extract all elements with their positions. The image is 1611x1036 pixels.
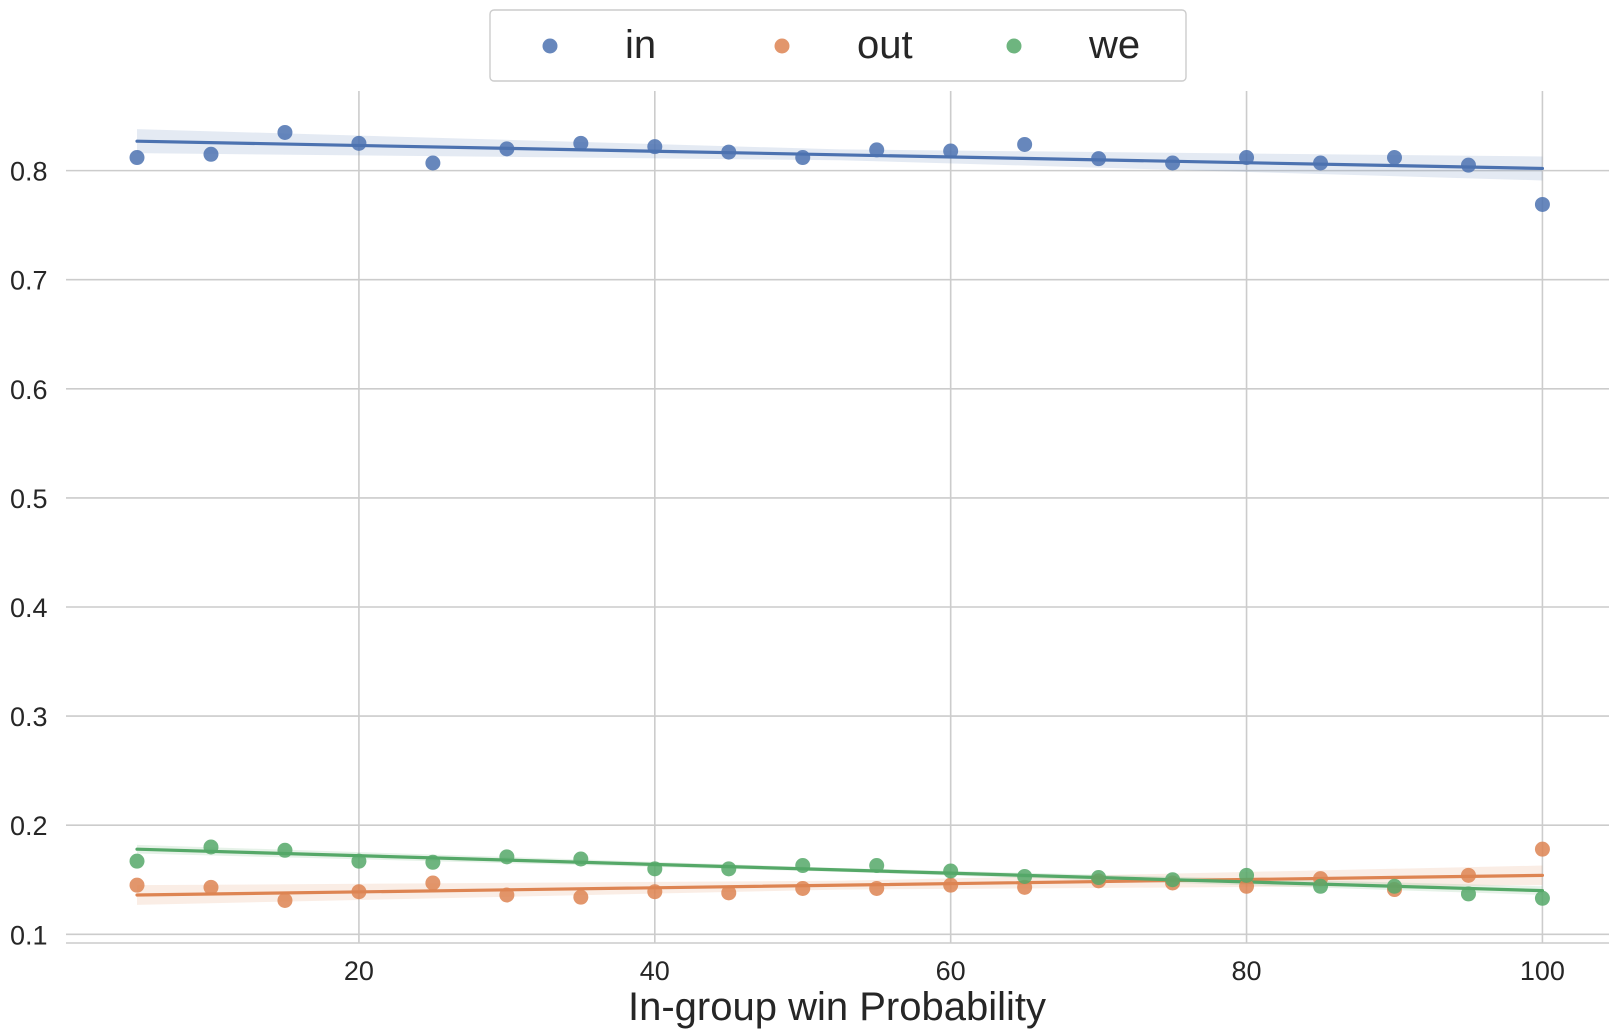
point-we: [647, 861, 663, 877]
point-out: [1534, 841, 1550, 857]
regression-lines: [135, 139, 1545, 897]
point-in: [351, 135, 367, 151]
legend-frame: [489, 9, 1187, 82]
point-we: [351, 853, 367, 869]
point-out: [351, 884, 367, 900]
point-we: [129, 853, 145, 869]
point-we: [1165, 872, 1181, 888]
y-tick-label: 0.1: [10, 920, 48, 950]
point-we: [1313, 878, 1329, 894]
legend-marker-out: [774, 38, 790, 54]
legend-label-we: we: [1088, 23, 1140, 67]
point-we: [1239, 867, 1255, 883]
point-out: [647, 884, 663, 900]
point-in: [1017, 136, 1033, 152]
y-tick-label: 0.6: [10, 375, 48, 405]
point-we: [1460, 886, 1476, 902]
point-we: [1534, 890, 1550, 906]
point-we: [795, 858, 811, 874]
point-in: [1386, 150, 1402, 166]
data-points: [129, 124, 1550, 908]
x-tick-label: 80: [1232, 956, 1262, 986]
x-tick-label: 40: [640, 956, 670, 986]
point-we: [499, 849, 515, 865]
legend-label-in: in: [625, 23, 656, 67]
y-tick-label: 0.7: [10, 266, 48, 296]
point-in: [795, 150, 811, 166]
point-in: [1091, 151, 1107, 167]
legend-marker-in: [542, 38, 558, 54]
point-we: [573, 851, 589, 867]
point-out: [573, 889, 589, 905]
legend-marker-we: [1006, 38, 1022, 54]
point-out: [721, 885, 737, 901]
point-we: [1017, 868, 1033, 884]
legend: in out we: [489, 9, 1187, 82]
point-in: [277, 124, 293, 140]
point-out: [795, 880, 811, 896]
y-tick-label: 0.5: [10, 484, 48, 514]
point-we: [425, 854, 441, 870]
legend-items: in out we: [542, 23, 1140, 67]
y-tick-label: 0.4: [10, 593, 48, 623]
point-out: [1460, 867, 1476, 883]
legend-label-out: out: [857, 23, 913, 67]
point-we: [721, 861, 737, 877]
point-out: [499, 887, 515, 903]
tick-labels: 0.1 0.2 0.3 0.4 0.5 0.6 0.7 0.8 20 40 60 80 100: [10, 157, 1565, 986]
x-tick-label: 20: [344, 956, 374, 986]
fit-line-we: [135, 847, 1545, 893]
point-in: [203, 146, 219, 162]
y-tick-label: 0.8: [10, 157, 48, 187]
point-out: [203, 879, 219, 895]
point-in: [499, 141, 515, 157]
point-we: [943, 863, 959, 879]
point-in: [721, 144, 737, 160]
point-in: [1239, 150, 1255, 166]
point-out: [277, 892, 293, 908]
point-in: [647, 139, 663, 155]
point-in: [1534, 196, 1550, 212]
point-in: [1313, 155, 1329, 171]
y-tick-label: 0.2: [10, 811, 48, 841]
point-in: [129, 150, 145, 166]
y-tick-label: 0.3: [10, 702, 48, 732]
point-we: [1386, 878, 1402, 894]
point-in: [573, 135, 589, 151]
point-out: [869, 880, 885, 896]
point-in: [869, 142, 885, 158]
point-we: [203, 839, 219, 855]
point-we: [869, 858, 885, 874]
point-out: [943, 877, 959, 893]
point-out: [129, 877, 145, 893]
point-out: [1239, 878, 1255, 894]
point-in: [943, 143, 959, 159]
point-we: [277, 842, 293, 858]
point-in: [1460, 157, 1476, 173]
confidence-bands: [137, 129, 1543, 905]
fit-line-out: [135, 873, 1545, 897]
x-tick-label: 100: [1520, 956, 1565, 986]
x-tick-label: 60: [936, 956, 966, 986]
x-axis-title: In-group win Probability: [628, 985, 1046, 1029]
point-we: [1091, 870, 1107, 886]
grid: [66, 91, 1609, 943]
point-in: [425, 155, 441, 171]
point-in: [1165, 155, 1181, 171]
point-out: [1017, 879, 1033, 895]
fit-line-in: [135, 139, 1545, 171]
point-out: [425, 875, 441, 891]
